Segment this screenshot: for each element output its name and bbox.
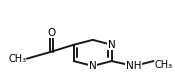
Text: CH₃: CH₃: [8, 54, 26, 64]
Text: O: O: [47, 28, 56, 38]
Text: N: N: [89, 61, 97, 71]
Text: N: N: [108, 40, 116, 50]
Text: NH: NH: [126, 61, 142, 71]
Text: CH₃: CH₃: [154, 60, 172, 70]
